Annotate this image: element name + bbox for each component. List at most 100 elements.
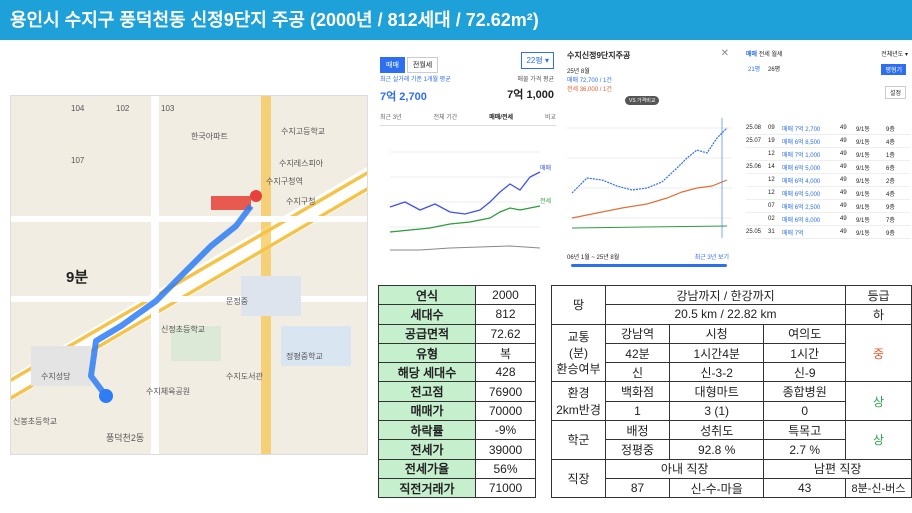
summary-row: 유형 복 <box>378 342 536 364</box>
summary-row: 매매가 70000 <box>378 400 536 422</box>
transaction-row[interactable]: 25.07 19 매매 6억 8,500 49 9/1동 4층 <box>746 135 910 148</box>
transaction-row[interactable]: 12 매매 6억 4,000 49 9/1동 2층 <box>746 174 910 187</box>
transaction-cell: 9층 <box>886 126 895 133</box>
route-map[interactable]: 9분 수지고등학교 한국아파트 수지구청역 수지구청 수지레스피아 신정초등학교… <box>10 95 368 455</box>
summary-value: 56% <box>475 458 536 479</box>
land-head: 강남까지 / 한강까지 <box>605 284 846 306</box>
range-label: 06년 1월 ~ 25년 8월 <box>567 255 620 261</box>
transaction-cell: 매매 6억 8,000 <box>782 217 821 224</box>
transaction-cell: 9/1동 <box>856 178 870 185</box>
transaction-cell: 49 <box>840 164 847 170</box>
transaction-cell: 12 <box>768 177 775 183</box>
map-label: 102 <box>116 104 130 113</box>
period-tab[interactable]: 최근 3년 <box>380 115 402 121</box>
map-label: 103 <box>161 104 175 113</box>
transaction-cell: 25.05 <box>746 229 762 235</box>
traffic-col: 강남역 <box>605 323 670 344</box>
transaction-cell: 매매 7억 1,000 <box>782 152 821 159</box>
recent-label: 최근 실거래 기준 1개월 평균 <box>380 77 451 83</box>
transaction-row[interactable]: 25.06 14 매매 6억 5,000 49 9/1동 6층 <box>746 161 910 174</box>
summary-key: 공급면적 <box>378 323 476 344</box>
summary-key: 직전거래가 <box>378 477 476 499</box>
env-grade: 상 <box>845 381 912 422</box>
size-select-value: 22평 <box>526 56 543 65</box>
period-tab[interactable]: 비교 <box>544 115 556 121</box>
summary-value: 71000 <box>475 477 536 499</box>
size-select[interactable]: 22평 ▾ <box>521 52 554 69</box>
transaction-row[interactable]: 07 매매 6억 2,500 49 9/1동 9층 <box>746 200 910 213</box>
env-col: 백화점 <box>605 381 670 402</box>
transaction-cell: 4층 <box>886 139 895 146</box>
traffic-col: 시청 <box>668 323 765 344</box>
transaction-row[interactable]: 25.05 31 매매 7억 49 9/1동 9층 <box>746 226 910 239</box>
range-slider[interactable] <box>571 264 727 267</box>
transaction-row[interactable]: 02 매매 6억 8,000 49 9/1동 7층 <box>746 213 910 226</box>
recent-3y-link[interactable]: 최근 3년 보기 <box>694 255 729 261</box>
school-col: 배정 <box>605 420 670 441</box>
job-val: 43 <box>763 477 846 499</box>
land-grade: 하 <box>845 304 912 325</box>
summary-value: -9% <box>475 420 536 441</box>
transaction-cell: 매매 7억 <box>782 230 804 237</box>
transaction-row[interactable]: 12 매매 7억 1,000 49 9/1동 1층 <box>746 148 910 161</box>
job-val: 8분-신-버스 <box>845 477 912 499</box>
traffic-transfer: 신 <box>605 362 670 383</box>
transaction-cell: 매매 7억 2,700 <box>782 126 821 133</box>
summary-value: 72.62 <box>475 323 536 344</box>
summary-key: 연식 <box>378 284 476 306</box>
summary-row: 해당 세대수 428 <box>378 362 536 383</box>
tab-sale[interactable]: 매매 <box>380 57 405 73</box>
transaction-cell: 14 <box>768 164 775 170</box>
tab-jeonse[interactable]: 전세 <box>758 52 770 58</box>
transaction-cell: 6층 <box>886 165 895 172</box>
summary-value: 428 <box>475 362 536 383</box>
transaction-cell: 9/1동 <box>856 165 870 172</box>
transaction-cell: 1층 <box>886 152 895 159</box>
env-val: 0 <box>763 400 846 422</box>
map-canvas <box>11 96 367 454</box>
transaction-cell: 49 <box>840 151 847 157</box>
summary-key: 유형 <box>378 342 476 364</box>
tab-rent[interactable]: 전월세 <box>406 57 439 73</box>
env-col: 종합병원 <box>763 381 846 402</box>
transaction-cell: 4층 <box>886 191 895 198</box>
chevron-down-icon: ▾ <box>904 52 908 58</box>
tab-sale[interactable]: 매매 <box>746 52 758 58</box>
summary-value: 812 <box>475 304 536 325</box>
recent-value: 7억 2,700 <box>380 91 427 103</box>
year-filter[interactable]: 전체년도 ▾ <box>881 49 908 58</box>
env-val: 1 <box>605 400 670 422</box>
map-label: 수지체육공원 <box>146 387 191 396</box>
transaction-row[interactable]: 25.08 09 매매 7억 2,700 49 9/1동 9층 <box>746 122 910 135</box>
transaction-cell: 49 <box>840 203 847 209</box>
size-b[interactable]: 26평 <box>768 67 781 73</box>
year-filter-value: 전체년도 <box>881 52 904 58</box>
env-val: 3 (1) <box>668 400 765 422</box>
school-val: 2.7 % <box>763 439 846 460</box>
job-val: 87 <box>605 477 670 499</box>
transaction-cell: 9층 <box>886 204 895 211</box>
summary-key: 해당 세대수 <box>378 362 476 383</box>
transaction-cell: 02 <box>768 216 775 222</box>
map-label: 수지고등학교 <box>281 127 326 136</box>
period-tab[interactable]: 매매/전세 <box>489 115 513 121</box>
pyeong-button[interactable]: 평형기 <box>881 64 906 75</box>
summary-value: 복 <box>475 342 536 364</box>
tab-monthly[interactable]: 월세 <box>771 52 783 58</box>
land-value: 20.5 km / 22.82 km <box>605 304 846 325</box>
period-tab[interactable]: 전체 기간 <box>433 115 458 121</box>
map-label: 신봉초등학교 <box>13 417 58 426</box>
transaction-cell: 12 <box>768 151 775 157</box>
transaction-cell: 9/1동 <box>856 152 870 159</box>
tooltip-rent: 전세 36,000 / 1건 <box>567 87 612 93</box>
job-label: 직장 <box>551 458 606 499</box>
settings-button[interactable]: 설정 <box>884 86 906 99</box>
job-husband: 남편 직장 <box>763 458 912 479</box>
compare-button[interactable]: VS 가격비교 <box>625 96 660 105</box>
transaction-cell: 25.08 <box>746 125 762 131</box>
close-icon[interactable]: ✕ <box>720 48 729 59</box>
traffic-time: 1시간4분 <box>668 342 765 364</box>
transaction-row[interactable]: 12 매매 6억 5,000 49 9/1동 4층 <box>746 187 910 200</box>
transaction-cell: 매매 6억 8,500 <box>782 139 821 146</box>
size-a[interactable]: 21평 <box>748 67 761 73</box>
